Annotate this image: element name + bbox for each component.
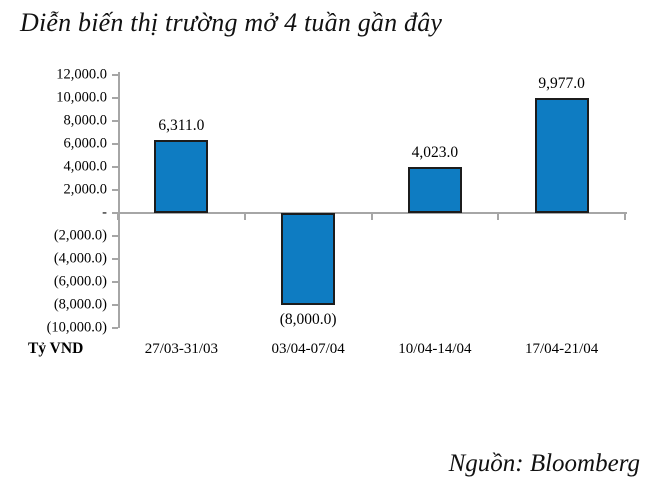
y-axis-tick-label: (4,000.0) <box>53 250 107 267</box>
y-axis-tick <box>112 74 118 76</box>
x-axis-tick <box>243 213 246 220</box>
y-axis-tick-label: (10,000.0) <box>46 319 107 336</box>
y-axis-tick <box>112 143 118 145</box>
y-axis-tick <box>112 327 118 329</box>
y-axis-tick <box>112 120 118 122</box>
bar-value-label: 4,023.0 <box>411 143 459 161</box>
bar-value-label: 9,977.0 <box>538 75 585 93</box>
bar-value-label: 6,311.0 <box>158 117 205 135</box>
y-axis-tick <box>112 166 118 168</box>
x-axis-category-label: 27/03-31/03 <box>144 341 219 357</box>
x-axis-zero-line <box>118 212 627 214</box>
y-axis-tick-label: - <box>102 204 107 221</box>
y-axis-tick-label: 6,000.0 <box>63 135 108 152</box>
x-axis-category-label: 17/04-21/04 <box>524 341 599 357</box>
bar-value-label: (8,000.0) <box>279 311 337 328</box>
bar <box>534 98 589 213</box>
x-axis-category-label: 03/04-07/04 <box>271 341 345 357</box>
y-axis-tick-label: 4,000.0 <box>63 158 108 175</box>
y-axis-tick-label: 10,000.0 <box>56 89 107 106</box>
x-axis-tick <box>497 213 500 220</box>
y-axis-tick-label: (2,000.0) <box>53 227 107 244</box>
y-axis-line <box>118 72 120 328</box>
chart-title: Diễn biến thị trường mở 4 tuần gần đây <box>20 8 443 37</box>
y-axis-tick <box>112 281 118 283</box>
y-axis-tick <box>112 189 118 191</box>
y-axis-tick-label: (6,000.0) <box>53 273 107 290</box>
bar <box>281 213 336 305</box>
y-axis-tick <box>112 258 118 260</box>
y-axis-tick <box>112 212 118 214</box>
source-caption: Nguồn: Bloomberg <box>448 450 640 477</box>
y-axis-tick-label: 12,000.0 <box>56 66 107 83</box>
y-axis-tick <box>112 235 118 237</box>
x-axis-tick <box>370 213 373 220</box>
bar <box>154 140 209 213</box>
y-axis-tick-label: (8,000.0) <box>53 296 107 313</box>
x-axis-tick <box>624 213 626 220</box>
y-axis-unit-label: Tỷ VND <box>28 340 84 357</box>
y-axis-tick-label: 8,000.0 <box>63 112 108 129</box>
bar <box>407 166 462 213</box>
y-axis-tick <box>112 97 118 99</box>
y-axis-tick-label: 2,000.0 <box>63 181 108 198</box>
x-axis-tick <box>117 213 119 220</box>
x-axis-category-label: 10/04-14/04 <box>398 341 472 357</box>
y-axis-tick <box>112 304 118 306</box>
